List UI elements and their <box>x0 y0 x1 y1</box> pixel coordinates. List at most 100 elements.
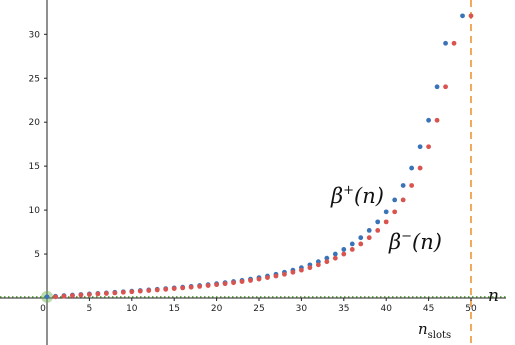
beta-minus-point <box>103 291 109 296</box>
beta-minus-point <box>95 291 101 297</box>
beta-plus-point <box>366 228 372 233</box>
x-ticks: 0 5 10 15 20 25 30 35 40 45 50 <box>40 298 477 314</box>
beta-minus-point <box>443 84 448 90</box>
beta-minus-point <box>171 286 177 291</box>
beta-minus-point <box>307 265 313 271</box>
beta-minus-point <box>282 271 287 277</box>
beta-minus-point <box>451 40 457 46</box>
beta-minus-point <box>197 283 203 289</box>
beta-minus-point <box>392 209 398 215</box>
beta-plus-arg: (n) <box>354 184 384 208</box>
y-ticks: 5 10 15 20 25 30 <box>29 30 47 260</box>
y-tick-label: 25 <box>29 74 40 84</box>
x-tick-label: 20 <box>211 304 223 314</box>
beta-minus-point <box>383 219 389 225</box>
beta-plus-point <box>409 165 415 171</box>
beta-minus-point <box>256 276 262 282</box>
beta-plus-point <box>332 251 338 257</box>
beta-minus-point <box>120 289 126 295</box>
beta-minus-point <box>163 286 169 292</box>
beta-minus-point <box>53 294 58 300</box>
x-tick-label: 30 <box>296 304 308 314</box>
x-tick-label: 5 <box>87 304 93 314</box>
beta-plus-point <box>383 209 389 215</box>
beta-plus-point <box>349 241 355 247</box>
beta-plus-point <box>324 255 330 261</box>
x-tick-label: 15 <box>168 304 179 314</box>
beta-plus-point <box>341 246 347 252</box>
beta-minus-point <box>70 293 75 299</box>
beta-minus-point <box>349 246 355 252</box>
y-tick-label: 20 <box>29 118 41 128</box>
y-tick-label: 30 <box>29 30 41 40</box>
beta-minus-sup: − <box>401 229 412 244</box>
beta-plus-point <box>375 219 381 225</box>
data-points <box>44 13 474 300</box>
beta-plus-point <box>460 13 465 19</box>
y-tick-label: 10 <box>29 206 41 216</box>
beta-minus-point <box>248 278 253 283</box>
beta-minus-point <box>366 235 372 241</box>
beta-plus-point <box>417 144 423 150</box>
beta-minus-point <box>222 281 228 287</box>
x-tick-label: 10 <box>126 304 138 314</box>
beta-minus-point <box>180 285 186 291</box>
annotation-beta-plus: β+(n) <box>330 183 384 208</box>
beta-minus-point <box>214 282 220 288</box>
beta-minus-point <box>400 197 406 203</box>
beta-plus-point <box>443 40 448 46</box>
y-tick-label: 15 <box>29 162 40 172</box>
beta-plus-point <box>44 294 50 300</box>
beta-minus-point <box>87 292 92 297</box>
beta-minus-point <box>265 275 270 281</box>
beta-minus-point <box>78 292 84 298</box>
beta-minus-point <box>112 290 118 296</box>
beta-minus-point <box>426 144 431 150</box>
beta-minus-main: β <box>388 230 401 254</box>
beta-plus-point <box>400 183 406 188</box>
beta-minus-point <box>417 165 423 171</box>
beta-minus-point <box>239 279 245 284</box>
beta-minus-point <box>358 241 364 247</box>
beta-minus-point <box>154 287 160 293</box>
beta-minus-point <box>205 283 211 288</box>
y-tick-label: 5 <box>34 250 40 260</box>
beta-minus-point <box>375 228 381 233</box>
x-axis-label: n <box>488 286 499 306</box>
beta-minus-point <box>129 289 135 295</box>
beta-plus-main: β <box>330 184 343 208</box>
x-tick-label: 45 <box>423 304 434 314</box>
beta-minus-point <box>409 183 415 188</box>
beta-minus-point <box>332 255 338 261</box>
x-tick-label: 50 <box>465 304 477 314</box>
beta-minus-point <box>61 293 67 299</box>
n-slots-main: n <box>418 320 428 338</box>
x-tick-label: 35 <box>338 304 349 314</box>
beta-plus-point <box>426 117 431 123</box>
beta-minus-point <box>188 284 194 290</box>
beta-plus-sup: + <box>343 183 354 198</box>
beta-plus-point <box>358 235 364 241</box>
beta-minus-arg: (n) <box>412 230 442 254</box>
beta-minus-point <box>341 251 347 257</box>
beta-minus-point <box>146 288 152 293</box>
beta-minus-point <box>468 13 474 19</box>
beta-minus-point <box>290 269 296 275</box>
beta-minus-point <box>273 273 279 279</box>
beta-minus-point <box>324 259 330 265</box>
beta-minus-point <box>315 262 321 268</box>
x-tick-label: 0 <box>40 304 46 314</box>
beta-plus-point <box>392 197 398 203</box>
annotation-n-slots: nslots <box>418 320 451 341</box>
beta-minus-point <box>299 267 304 273</box>
beta-plus-point <box>434 84 440 90</box>
beta-minus-point <box>137 288 143 294</box>
beta-minus-point <box>434 117 440 123</box>
x-tick-label: 25 <box>253 304 264 314</box>
beta-minus-point <box>231 280 236 286</box>
annotation-beta-minus: β−(n) <box>388 229 442 254</box>
n-slots-sub: slots <box>428 330 452 341</box>
